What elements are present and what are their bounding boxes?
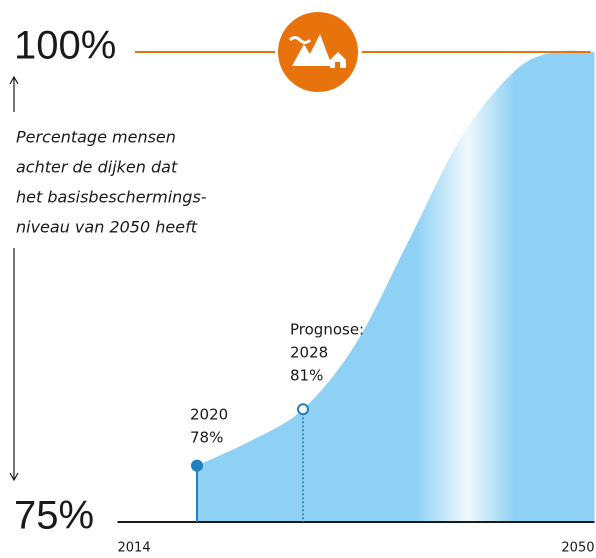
y-label-line: het basisbeschermings-: [16, 188, 207, 207]
plot-area: 75% 100% 2014 2050 2020 78% Prognose: 2028 81%: [14, 24, 595, 556]
y-tick-label: 100%: [14, 24, 116, 68]
y-tick-label: 75%: [14, 494, 94, 538]
y-label-line: Percentage mensen: [16, 128, 176, 147]
annotation: 2020: [190, 406, 228, 424]
x-tick-label: 2014: [118, 541, 151, 556]
area-haze: [197, 50, 595, 522]
point: [297, 403, 309, 416]
annotation: 2028: [290, 344, 328, 362]
annotation: Prognose:: [290, 321, 364, 339]
annotation: 78%: [190, 429, 223, 447]
y-label-line: achter de dijken dat: [16, 158, 178, 177]
y-axis-arrows: [9, 75, 19, 482]
point: [191, 459, 203, 472]
x-tick-label: 2050: [561, 541, 594, 556]
flood-icon: [278, 12, 358, 92]
y-label-line: niveau van 2050 heeft: [16, 218, 198, 237]
y-axis-label: Percentage mensen achter de dijken dat het…: [16, 128, 207, 237]
annotation: 81%: [290, 367, 323, 385]
